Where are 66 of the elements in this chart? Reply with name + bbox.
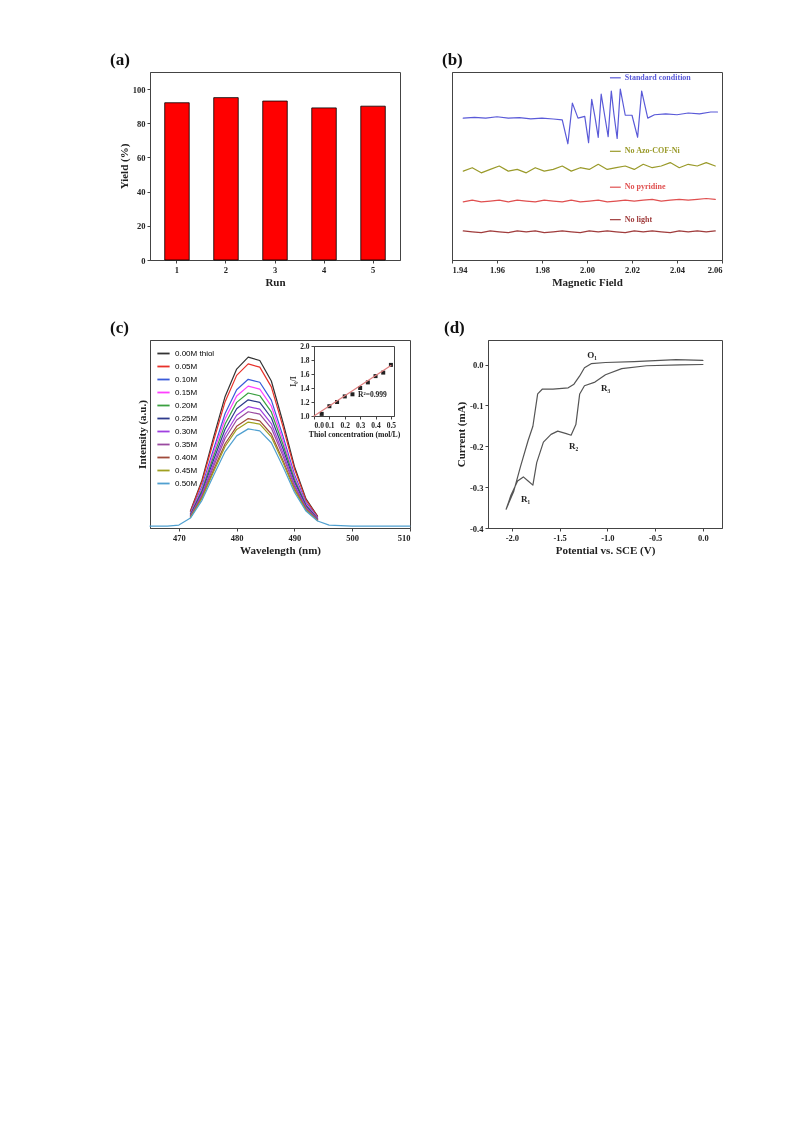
x-tick-label: 510	[397, 532, 411, 543]
x-tick-label: 2.00	[580, 264, 595, 275]
x-axis-title: Magnetic Field	[552, 276, 623, 288]
y-axis-title: Yield (%)	[117, 143, 131, 190]
line-series	[505, 359, 704, 510]
legend-label: 0.10M	[175, 374, 198, 384]
legend-label: 0.25M	[175, 413, 198, 423]
x-tick-label: 2.06	[707, 264, 723, 275]
x-tick-label: 1.96	[490, 264, 505, 275]
legend-label: No Azo-COF-Ni	[624, 146, 681, 156]
y-axis-title: Intensity (a.u.)	[135, 399, 149, 469]
y-tick-label: -0.2	[470, 441, 484, 452]
x-tick-label: 0.0	[698, 532, 709, 543]
annotation: R₂	[569, 441, 579, 452]
legend-label: 0.20M	[175, 400, 198, 410]
x-tick-label: 2.02	[625, 264, 640, 275]
x-tick-label: 4	[321, 264, 327, 275]
y-tick-label: 0	[141, 255, 146, 266]
chart-title: (a)	[110, 50, 130, 69]
point	[319, 411, 324, 416]
chart-title: (c)	[110, 318, 129, 337]
x-tick-label: -2.0	[505, 532, 520, 543]
legend-label: 0.05M	[175, 361, 198, 371]
y-tick-label: 80	[137, 118, 146, 129]
legend-label: 0.45M	[175, 465, 198, 475]
chart-title: (d)	[444, 318, 465, 337]
x-tick-label: 3	[272, 264, 278, 275]
y-tick-label: -0.4	[470, 523, 485, 534]
legend-label: 0.00M thiol	[175, 348, 215, 358]
x-tick-label: 490	[288, 532, 302, 543]
x-axis-title: Wavelength (nm)	[240, 544, 322, 557]
x-tick-label: 2	[223, 264, 229, 275]
chart-title: (b)	[442, 50, 463, 69]
legend-label: 0.40M	[175, 452, 198, 462]
x-tick-label: 5	[370, 264, 376, 275]
legend-label: Standard condition	[624, 72, 692, 82]
y-tick-label: -0.1	[470, 400, 484, 411]
x-tick-label: 1.98	[535, 264, 550, 275]
legend-label: No light	[624, 214, 653, 224]
legend-label: 0.50M	[175, 478, 198, 488]
legend-label: 0.35M	[175, 439, 198, 449]
annotation: R₃	[600, 383, 611, 394]
y-axis-title: Current (mA)	[455, 401, 469, 468]
y-tick-label: 60	[137, 152, 146, 163]
legend-label: 0.15M	[175, 387, 198, 397]
x-axis-title: Potential vs. SCE (V)	[555, 544, 656, 557]
y-tick-label: 100	[132, 84, 146, 95]
x-tick-label: 1.94	[452, 264, 469, 275]
x-tick-label: 2.04	[670, 264, 686, 275]
x-tick-label: -1.0	[601, 532, 615, 543]
legend-label: 0.30M	[175, 426, 198, 436]
annotation: R₁	[520, 494, 531, 505]
x-tick-label: 480	[230, 532, 244, 543]
y-tick-label: 0.0	[472, 360, 484, 371]
y-tick-label: 40	[137, 187, 146, 198]
point	[350, 392, 355, 397]
x-tick-label: -1.5	[553, 532, 567, 543]
x-tick-label: 500	[346, 532, 360, 543]
legend-label: No pyridine	[624, 182, 666, 192]
y-tick-label: 20	[137, 221, 146, 232]
y-tick-label: -0.3	[470, 482, 484, 493]
x-axis-title: Run	[265, 276, 286, 288]
x-tick-label: 470	[173, 532, 186, 543]
x-tick-label: 1	[174, 264, 180, 275]
annotation: O₁	[587, 349, 598, 360]
x-tick-label: -0.5	[648, 532, 663, 543]
